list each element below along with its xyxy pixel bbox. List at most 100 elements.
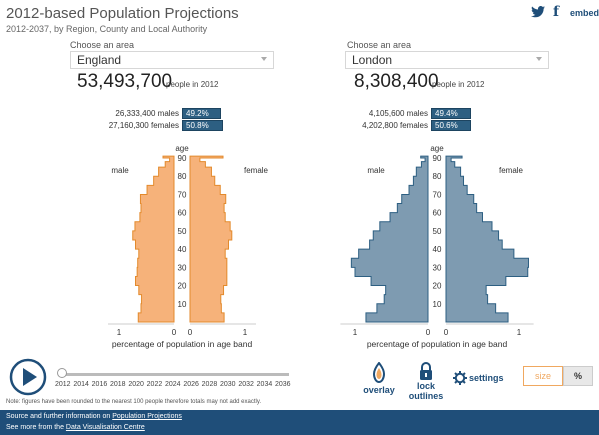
x-tick-label: 0	[426, 328, 431, 337]
total-population: 8,308,400	[354, 71, 439, 92]
males-share-pct: 49.2%	[186, 109, 209, 118]
page-title: 2012-based Population Projections	[6, 5, 239, 22]
males-share-bar: 49.4%	[431, 108, 471, 119]
age-axis-title: age	[175, 144, 189, 153]
area-select-value: London	[352, 53, 393, 67]
year-tick-label[interactable]: 2026	[183, 381, 199, 388]
age-tick-label: 70	[433, 190, 442, 199]
age-tick-label: 20	[433, 282, 442, 291]
page-subtitle: 2012-2037, by Region, County and Local A…	[6, 24, 208, 34]
x-axis-title: percentage of population in age band	[367, 339, 508, 349]
female-label: female	[244, 166, 269, 175]
year-tick-label[interactable]: 2014	[73, 381, 89, 388]
embed-link[interactable]: embed	[570, 8, 599, 18]
females-count: 4,202,800 females	[362, 121, 428, 130]
choose-area-label: Choose an area	[70, 40, 135, 50]
age-tick-label: 10	[178, 300, 187, 309]
data-visualisation-centre-link[interactable]: Data Visualisation Centre	[65, 424, 145, 431]
year-tick-label[interactable]: 2030	[220, 381, 236, 388]
age-tick-label: 90	[433, 154, 442, 163]
age-tick-label: 20	[178, 282, 187, 291]
x-tick-label: 0	[444, 328, 449, 337]
males-share-bar: 49.2%	[182, 108, 221, 119]
male-pyramid-bars	[132, 155, 175, 323]
twitter-icon[interactable]	[531, 6, 545, 18]
females-share-bar: 50.8%	[182, 120, 223, 131]
chevron-down-icon	[536, 57, 542, 61]
year-slider-handle[interactable]	[57, 368, 67, 378]
footer-source-line: Source and further information on Popula…	[6, 413, 182, 420]
year-tick-label[interactable]: 2020	[128, 381, 144, 388]
male-pyramid-bars	[350, 155, 429, 323]
size-percent-toggle: size %	[523, 366, 593, 386]
lock-outlines-line2[interactable]: outlines	[408, 391, 444, 401]
age-tick-label: 60	[433, 209, 442, 218]
footer-source-prefix: Source and further information on	[6, 413, 113, 420]
x-tick-label: 0	[172, 328, 177, 337]
area-select-right[interactable]: London	[345, 51, 549, 69]
x-tick-label: 1	[117, 328, 122, 337]
age-tick-label: 90	[178, 154, 187, 163]
x-axis-title: percentage of population in age band	[112, 339, 253, 349]
gear-icon[interactable]	[453, 371, 467, 385]
females-share-bar: 50.6%	[431, 120, 471, 131]
settings-button[interactable]: settings	[469, 373, 504, 383]
age-tick-label: 40	[178, 245, 187, 254]
footer-more-prefix: See more from the	[6, 424, 66, 431]
year-tick-label[interactable]: 2032	[238, 381, 254, 388]
age-tick-label: 50	[433, 227, 442, 236]
age-tick-label: 30	[178, 263, 187, 272]
play-icon	[23, 368, 37, 386]
overlay-icon[interactable]	[370, 362, 388, 384]
age-tick-label: 40	[433, 245, 442, 254]
rounding-note: Note: figures have been rounded to the n…	[6, 399, 262, 405]
area-select-left[interactable]: England	[70, 51, 274, 69]
lock-icon[interactable]	[418, 361, 434, 381]
females-share-pct: 50.8%	[186, 121, 209, 130]
male-label: male	[367, 166, 385, 175]
play-button[interactable]	[9, 358, 47, 396]
total-population: 53,493,700	[77, 71, 173, 92]
year-tick-label[interactable]: 2018	[110, 381, 126, 388]
females-count: 27,160,300 females	[108, 121, 179, 130]
total-population-unit: people in 2012	[166, 80, 219, 89]
chevron-down-icon	[261, 57, 267, 61]
year-tick-label[interactable]: 2022	[146, 381, 163, 388]
footer-more-line: See more from the Data Visualisation Cen…	[6, 424, 145, 431]
total-population-unit: people in 2012	[432, 80, 485, 89]
overlay-button[interactable]: overlay	[363, 385, 395, 395]
males-share-pct: 49.4%	[435, 109, 458, 118]
age-tick-label: 80	[433, 172, 442, 181]
age-tick-label: 10	[433, 300, 442, 309]
female-label: female	[499, 166, 524, 175]
male-label: male	[111, 166, 129, 175]
percent-toggle-button[interactable]: %	[563, 366, 593, 386]
age-tick-label: 50	[178, 227, 187, 236]
males-count: 4,105,600 males	[368, 109, 428, 118]
year-tick-label[interactable]: 2034	[256, 381, 273, 388]
facebook-icon[interactable]: f	[553, 4, 560, 20]
females-share-pct: 50.6%	[435, 121, 458, 130]
x-tick-label: 0	[188, 328, 193, 337]
x-tick-label: 1	[353, 328, 358, 337]
year-tick-label[interactable]: 2036	[275, 381, 291, 388]
age-axis-title: age	[430, 144, 444, 153]
female-pyramid-bars	[189, 155, 233, 323]
year-tick-label[interactable]: 2028	[201, 381, 218, 388]
year-tick-label[interactable]: 2024	[165, 381, 181, 388]
year-tick-label[interactable]: 2012	[55, 381, 71, 388]
age-tick-label: 60	[178, 209, 187, 218]
males-count: 26,333,400 males	[115, 109, 179, 118]
year-slider-track[interactable]	[61, 373, 289, 376]
choose-area-label: Choose an area	[347, 40, 412, 50]
age-tick-label: 80	[178, 172, 187, 181]
x-tick-label: 1	[517, 328, 522, 337]
size-toggle-button[interactable]: size	[523, 366, 563, 386]
year-tick-label[interactable]: 2016	[91, 381, 108, 388]
population-projections-link[interactable]: Population Projections	[112, 413, 182, 420]
footer-bar: Source and further information on Popula…	[0, 410, 599, 435]
lock-outlines-line1[interactable]: lock	[416, 381, 435, 391]
female-pyramid-bars	[445, 155, 529, 323]
area-select-value: England	[77, 53, 122, 67]
